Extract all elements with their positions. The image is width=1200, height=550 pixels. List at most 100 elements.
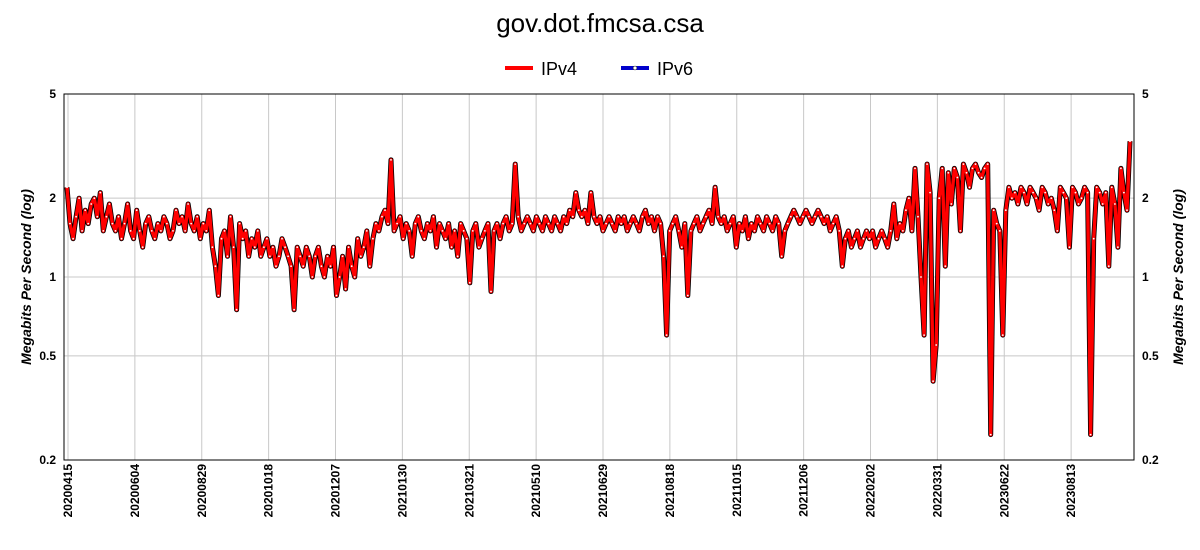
data-point bbox=[296, 246, 299, 249]
data-point bbox=[402, 237, 405, 240]
data-point bbox=[432, 215, 435, 218]
data-point bbox=[426, 222, 429, 225]
data-point bbox=[1044, 191, 1047, 194]
data-point bbox=[99, 191, 102, 194]
data-point bbox=[611, 222, 613, 225]
data-point bbox=[520, 230, 523, 232]
data-point bbox=[468, 281, 471, 284]
data-point bbox=[929, 191, 931, 194]
data-point bbox=[550, 230, 553, 232]
data-point bbox=[1020, 186, 1022, 189]
data-point bbox=[995, 222, 998, 225]
data-point bbox=[326, 255, 329, 258]
data-point bbox=[559, 230, 562, 232]
y-tick-label-left: 0.2 bbox=[39, 453, 56, 467]
data-point bbox=[1047, 203, 1050, 205]
x-tick-label: 20230813 bbox=[1064, 464, 1078, 518]
data-point bbox=[971, 167, 974, 170]
data-point bbox=[341, 255, 344, 258]
data-point bbox=[259, 255, 262, 258]
data-point bbox=[256, 230, 259, 232]
data-point bbox=[590, 191, 592, 194]
x-tick-label: 20210130 bbox=[395, 464, 409, 518]
data-point bbox=[441, 230, 444, 232]
data-point bbox=[841, 265, 844, 268]
data-point bbox=[983, 167, 986, 170]
data-point bbox=[114, 230, 117, 232]
data-point bbox=[905, 209, 907, 212]
data-point bbox=[802, 215, 804, 218]
data-point bbox=[868, 237, 871, 240]
data-point bbox=[526, 215, 529, 218]
data-point bbox=[774, 215, 777, 218]
data-point bbox=[974, 163, 977, 166]
data-point bbox=[429, 230, 432, 232]
data-point bbox=[747, 237, 750, 240]
data-point bbox=[1095, 186, 1098, 189]
data-point bbox=[493, 230, 495, 232]
data-point bbox=[1086, 191, 1089, 194]
series-layer bbox=[64, 140, 1133, 438]
data-point bbox=[1110, 186, 1113, 189]
data-point bbox=[220, 237, 223, 240]
data-point bbox=[1017, 203, 1019, 205]
legend-label-ipv6: IPv6 bbox=[657, 59, 693, 79]
data-point bbox=[87, 222, 90, 225]
data-point bbox=[638, 230, 641, 232]
data-point bbox=[290, 265, 292, 268]
data-point bbox=[1059, 186, 1062, 189]
data-point bbox=[123, 222, 126, 225]
data-point bbox=[223, 230, 226, 232]
data-point bbox=[547, 222, 550, 225]
data-point bbox=[629, 222, 632, 225]
data-point bbox=[920, 276, 922, 278]
y-tick-label-left: 0.5 bbox=[39, 349, 56, 363]
data-point bbox=[414, 222, 417, 225]
data-point bbox=[577, 209, 580, 212]
y-tick-label-left: 1 bbox=[49, 270, 56, 284]
data-point bbox=[741, 230, 744, 232]
data-point bbox=[623, 215, 626, 218]
data-point bbox=[381, 215, 383, 218]
data-point bbox=[738, 222, 741, 225]
data-point bbox=[817, 209, 819, 212]
data-point bbox=[859, 246, 862, 249]
data-point bbox=[205, 230, 208, 232]
data-point bbox=[777, 222, 780, 225]
data-point bbox=[272, 246, 274, 249]
data-point bbox=[756, 215, 759, 218]
data-point bbox=[193, 230, 196, 232]
data-point bbox=[320, 265, 323, 268]
x-tick-label: 20220202 bbox=[864, 464, 878, 518]
data-point bbox=[647, 222, 650, 225]
y-axis-label-left: Megabits Per Second (log) bbox=[18, 189, 34, 365]
data-point bbox=[238, 222, 241, 225]
data-point bbox=[232, 246, 235, 249]
data-point bbox=[163, 215, 165, 218]
data-point bbox=[456, 255, 459, 258]
data-point bbox=[617, 215, 620, 218]
legend-marker-ipv6 bbox=[632, 65, 638, 71]
data-point bbox=[390, 159, 392, 161]
data-point bbox=[968, 186, 971, 189]
data-point bbox=[1041, 186, 1044, 189]
data-point bbox=[708, 209, 710, 212]
data-point bbox=[699, 230, 701, 232]
data-point bbox=[696, 215, 698, 218]
data-point bbox=[241, 237, 244, 240]
legend-item-ipv4: IPv4 bbox=[505, 59, 577, 79]
x-tick-label: 20200415 bbox=[61, 464, 75, 518]
data-point bbox=[153, 237, 156, 240]
data-point bbox=[1004, 209, 1007, 212]
data-point bbox=[490, 290, 492, 293]
data-point bbox=[462, 230, 465, 232]
y-tick-label-right: 1 bbox=[1142, 270, 1149, 284]
data-point bbox=[832, 222, 835, 225]
data-point bbox=[844, 237, 847, 240]
data-point bbox=[1008, 186, 1010, 189]
data-point bbox=[1035, 197, 1037, 200]
data-point bbox=[505, 215, 507, 218]
data-point bbox=[720, 222, 723, 225]
data-point bbox=[902, 230, 904, 232]
data-point bbox=[1080, 197, 1083, 200]
